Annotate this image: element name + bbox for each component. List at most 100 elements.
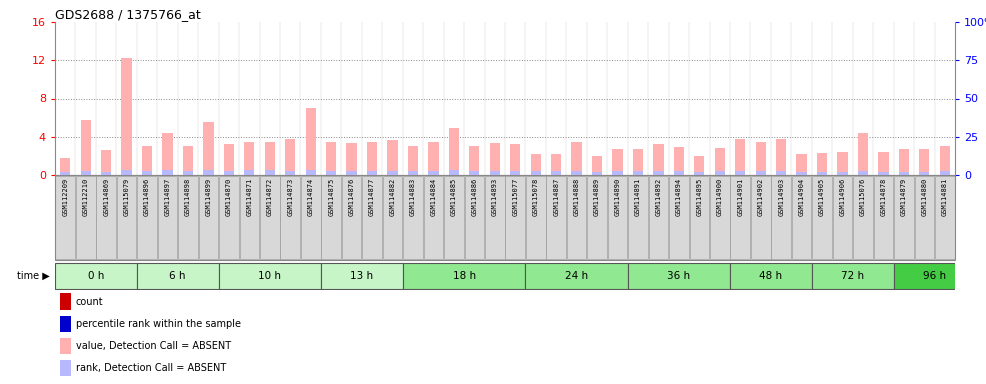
FancyBboxPatch shape xyxy=(403,176,423,259)
Text: GSM114879: GSM114879 xyxy=(901,177,907,216)
Text: GDS2688 / 1375766_at: GDS2688 / 1375766_at xyxy=(55,8,201,21)
FancyBboxPatch shape xyxy=(689,176,709,259)
Bar xyxy=(367,142,378,175)
FancyBboxPatch shape xyxy=(669,176,688,259)
Bar xyxy=(837,152,848,175)
Text: percentile rank within the sample: percentile rank within the sample xyxy=(76,319,241,329)
FancyBboxPatch shape xyxy=(628,263,730,290)
Bar xyxy=(182,171,193,175)
Bar xyxy=(81,119,91,175)
Text: GSM114880: GSM114880 xyxy=(921,177,927,216)
Bar xyxy=(121,58,132,175)
Text: GSM114874: GSM114874 xyxy=(308,177,314,216)
Bar xyxy=(142,146,152,175)
Bar xyxy=(715,148,725,175)
Text: 36 h: 36 h xyxy=(668,271,690,281)
Bar xyxy=(592,172,602,175)
Bar xyxy=(264,170,275,175)
Text: GSM114898: GSM114898 xyxy=(185,177,191,216)
FancyBboxPatch shape xyxy=(402,263,526,290)
Text: GSM114872: GSM114872 xyxy=(267,177,273,216)
FancyBboxPatch shape xyxy=(137,176,157,259)
Bar xyxy=(755,171,766,175)
FancyBboxPatch shape xyxy=(280,176,300,259)
Bar xyxy=(755,142,766,175)
FancyBboxPatch shape xyxy=(219,176,239,259)
FancyBboxPatch shape xyxy=(424,176,444,259)
Bar xyxy=(408,171,418,175)
Bar xyxy=(306,170,316,175)
Bar xyxy=(879,152,888,175)
FancyBboxPatch shape xyxy=(116,176,136,259)
Text: 96 h: 96 h xyxy=(923,271,947,281)
Bar xyxy=(736,139,745,175)
Bar xyxy=(264,142,275,175)
FancyBboxPatch shape xyxy=(628,176,648,259)
Text: 0 h: 0 h xyxy=(88,271,105,281)
Text: GSM114893: GSM114893 xyxy=(492,177,498,216)
Text: value, Detection Call = ABSENT: value, Detection Call = ABSENT xyxy=(76,341,231,351)
Bar xyxy=(469,171,479,175)
Bar xyxy=(326,171,336,175)
Text: GSM114889: GSM114889 xyxy=(594,177,600,216)
FancyBboxPatch shape xyxy=(137,263,219,290)
FancyBboxPatch shape xyxy=(710,176,730,259)
Text: GSM114873: GSM114873 xyxy=(287,177,293,216)
Bar xyxy=(530,171,540,175)
Text: GSM114870: GSM114870 xyxy=(226,177,232,216)
Text: 6 h: 6 h xyxy=(170,271,186,281)
Bar xyxy=(776,139,786,175)
Text: GSM114881: GSM114881 xyxy=(942,177,948,216)
Text: GSM115078: GSM115078 xyxy=(532,177,538,216)
Bar xyxy=(367,171,378,175)
Bar xyxy=(346,171,357,175)
Text: GSM114869: GSM114869 xyxy=(104,177,109,216)
Text: count: count xyxy=(76,296,104,306)
Bar xyxy=(346,144,357,175)
FancyBboxPatch shape xyxy=(894,176,914,259)
Text: GSM114904: GSM114904 xyxy=(799,177,805,216)
Bar xyxy=(490,171,500,175)
Bar xyxy=(203,170,214,175)
Bar xyxy=(919,149,930,175)
Text: 72 h: 72 h xyxy=(841,271,865,281)
FancyBboxPatch shape xyxy=(321,176,341,259)
FancyBboxPatch shape xyxy=(771,176,791,259)
Bar xyxy=(326,142,336,175)
Text: GSM114878: GSM114878 xyxy=(880,177,886,216)
Text: GSM114876: GSM114876 xyxy=(349,177,355,216)
Bar xyxy=(163,170,173,175)
Bar xyxy=(387,140,397,175)
Text: 18 h: 18 h xyxy=(453,271,475,281)
Bar xyxy=(940,171,950,175)
Bar xyxy=(224,144,234,175)
Text: GSM114877: GSM114877 xyxy=(369,177,375,216)
Bar xyxy=(449,170,458,175)
Bar xyxy=(592,156,602,175)
Text: 48 h: 48 h xyxy=(759,271,783,281)
FancyBboxPatch shape xyxy=(342,176,362,259)
FancyBboxPatch shape xyxy=(158,176,177,259)
Text: GSM114885: GSM114885 xyxy=(451,177,457,216)
FancyBboxPatch shape xyxy=(301,176,320,259)
FancyBboxPatch shape xyxy=(811,263,893,290)
FancyBboxPatch shape xyxy=(588,176,606,259)
Bar xyxy=(837,172,848,175)
Text: GSM114875: GSM114875 xyxy=(328,177,334,216)
Bar xyxy=(81,171,91,175)
Bar xyxy=(530,154,540,175)
Bar xyxy=(469,146,479,175)
Bar xyxy=(551,171,561,175)
Bar xyxy=(879,172,888,175)
Bar xyxy=(572,171,582,175)
Text: GSM114897: GSM114897 xyxy=(165,177,171,216)
Text: GSM114883: GSM114883 xyxy=(410,177,416,216)
FancyBboxPatch shape xyxy=(198,176,218,259)
Text: GSM114891: GSM114891 xyxy=(635,177,641,216)
FancyBboxPatch shape xyxy=(506,176,526,259)
FancyBboxPatch shape xyxy=(649,176,669,259)
Bar xyxy=(715,171,725,175)
Bar xyxy=(203,122,214,175)
Bar xyxy=(245,170,254,175)
Bar xyxy=(142,171,152,175)
